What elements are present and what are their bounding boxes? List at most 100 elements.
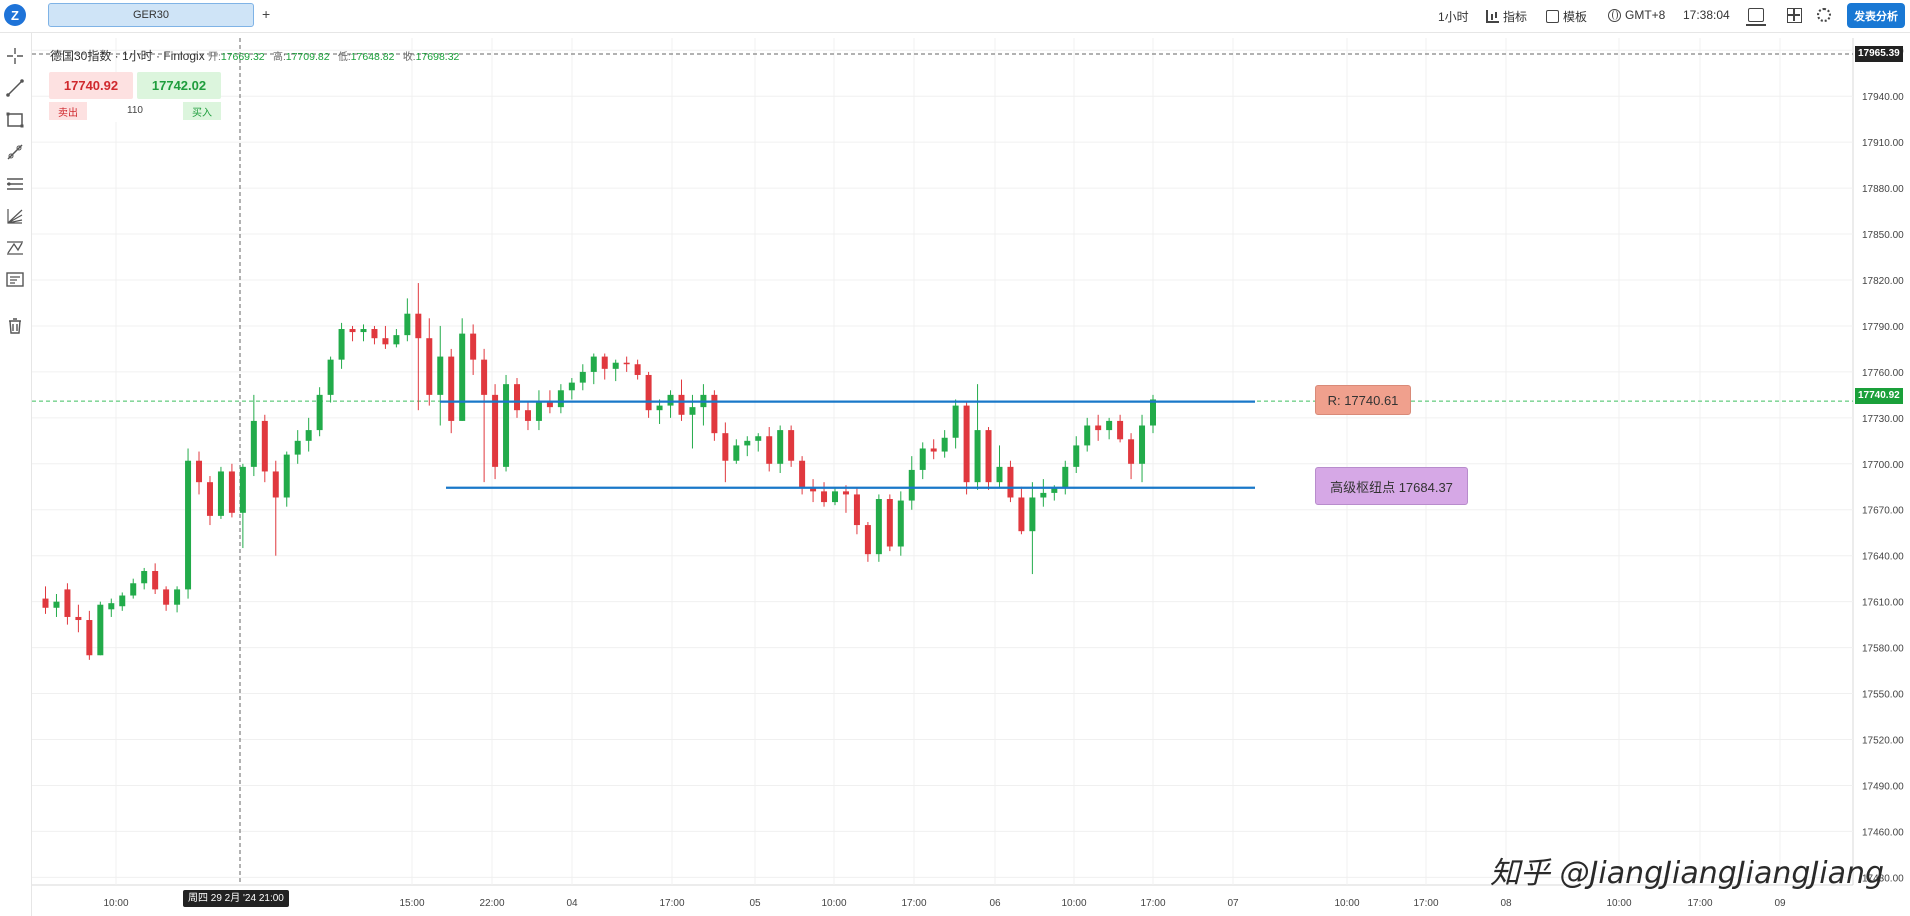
buy-price[interactable]: 17742.02: [137, 72, 221, 99]
candle-body: [97, 604, 104, 656]
top-toolbar: Z GER30 + 1小时 指标 模板 GMT+8 17:38:04 发表分析: [0, 0, 1910, 33]
candle-body: [108, 603, 115, 610]
candle-body: [393, 335, 400, 345]
candle-body: [711, 394, 718, 434]
timeframe-selector[interactable]: 1小时: [1438, 8, 1469, 25]
candle-body: [459, 333, 466, 421]
candle-body: [75, 616, 82, 621]
horizontal-lines-icon[interactable]: [5, 174, 25, 194]
candle-body: [985, 430, 992, 483]
candle-body: [722, 433, 729, 461]
settings-gear-icon[interactable]: [1817, 8, 1831, 22]
candle-body: [1040, 492, 1047, 498]
trend-line-icon[interactable]: [5, 78, 25, 98]
screenshot-icon[interactable]: [1748, 8, 1764, 22]
candle-body: [382, 338, 389, 345]
candle-body: [524, 410, 531, 421]
candle-body: [228, 471, 235, 513]
candle-body: [119, 595, 126, 607]
crosshair-icon[interactable]: [5, 46, 25, 66]
candle-body: [974, 430, 981, 483]
candle-body: [141, 571, 148, 584]
price-tick-label: 17760.00: [1862, 368, 1904, 379]
time-tick-label: 10:00: [1334, 898, 1359, 909]
candle-body: [1007, 466, 1014, 498]
candle-body: [349, 329, 356, 333]
candle-body: [853, 494, 860, 526]
candle-body: [470, 333, 477, 360]
candle-body: [832, 491, 839, 503]
candle-body: [53, 601, 60, 608]
symbol-tab[interactable]: GER30: [48, 3, 254, 27]
candle-body: [404, 313, 411, 336]
price-tick-label: 17850.00: [1862, 230, 1904, 241]
indicators-icon: [1486, 10, 1499, 23]
clock-label: 17:38:04: [1683, 8, 1730, 22]
candle-body: [239, 466, 246, 513]
price-tick-label: 17490.00: [1862, 781, 1904, 792]
candle-body: [1018, 497, 1025, 532]
candle-body: [426, 338, 433, 395]
candle-body: [283, 454, 290, 498]
resistance-label[interactable]: R: 17740.61: [1315, 385, 1411, 415]
candle-body: [546, 402, 553, 408]
screenshot-underline: [1746, 24, 1766, 26]
candle-body: [294, 440, 301, 455]
candle-body: [437, 356, 444, 395]
candle-body: [590, 356, 597, 372]
globe-icon: [1608, 8, 1621, 22]
candle-body: [86, 620, 93, 656]
layout-grid-icon[interactable]: [1787, 8, 1802, 23]
time-tick-label: 10:00: [821, 898, 846, 909]
candle-body: [217, 471, 224, 516]
publish-analysis-button[interactable]: 发表分析: [1847, 3, 1905, 28]
time-tick-label: 17:00: [901, 898, 926, 909]
candle-body: [689, 407, 696, 415]
sell-price[interactable]: 17740.92: [49, 72, 133, 99]
pattern-icon[interactable]: [5, 238, 25, 258]
ray-icon[interactable]: [5, 142, 25, 162]
watermark: 知乎 @JiangJiangJiangJiang: [1490, 856, 1885, 891]
text-note-icon[interactable]: [5, 270, 25, 290]
fib-fan-icon[interactable]: [5, 206, 25, 226]
symbol-tab-label: GER30: [132, 9, 170, 21]
price-tick-label: 17550.00: [1862, 690, 1904, 701]
candle-body: [908, 469, 915, 501]
time-tick-label: 22:00: [479, 898, 504, 909]
time-tick-label: 06: [989, 898, 1001, 909]
legend-low-label: 低:: [337, 52, 351, 63]
timezone-selector[interactable]: GMT+8: [1608, 8, 1665, 22]
legend-close-value: 17698.32: [415, 51, 460, 63]
trash-icon[interactable]: [5, 316, 25, 336]
indicators-label: 指标: [1503, 10, 1528, 24]
rectangle-icon[interactable]: [5, 110, 25, 130]
app-logo-icon[interactable]: Z: [4, 4, 26, 26]
templates-button[interactable]: 模板: [1546, 8, 1587, 25]
candle-body: [623, 362, 630, 365]
candle-body: [185, 460, 192, 590]
price-tick-label: 17820.00: [1862, 276, 1904, 287]
add-tab-button[interactable]: +: [262, 6, 271, 22]
time-tick-label: 17:00: [1140, 898, 1165, 909]
indicators-button[interactable]: 指标: [1486, 8, 1527, 25]
time-tick-label: 17:00: [659, 898, 684, 909]
buy-button[interactable]: 买入: [183, 102, 221, 120]
candle-body: [667, 394, 674, 406]
quantity-input[interactable]: 110: [89, 102, 181, 120]
candle-body: [206, 482, 213, 516]
price-tick-label: 17610.00: [1862, 598, 1904, 609]
crosshair-price-tag: 17965.39: [1855, 46, 1903, 62]
sell-button[interactable]: 卖出: [49, 102, 87, 120]
candle-body: [1128, 439, 1135, 464]
candle-body: [744, 440, 751, 446]
candle-body: [1139, 425, 1146, 464]
candle-body: [579, 371, 586, 383]
templates-icon: [1546, 10, 1559, 23]
candle-body: [601, 356, 608, 369]
candle-body: [1117, 420, 1124, 440]
candle-body: [514, 384, 521, 411]
candle-body: [316, 394, 323, 431]
pivot-label[interactable]: 高级枢纽点 17684.37: [1315, 467, 1468, 505]
candle-body: [799, 460, 806, 489]
